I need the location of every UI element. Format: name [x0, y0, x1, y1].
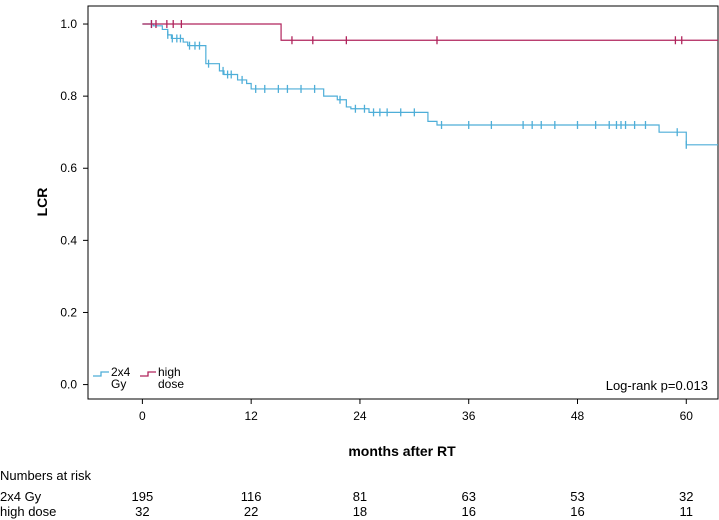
x-tick-label: 60 — [680, 409, 694, 423]
risk-value: 32 — [135, 504, 149, 519]
risk-value: 53 — [570, 489, 584, 504]
risk-value: 116 — [241, 489, 262, 504]
x-tick-label: 12 — [244, 409, 258, 423]
risk-value: 63 — [461, 489, 475, 504]
plot-frame — [87, 5, 719, 400]
y-tick-label: 0.2 — [60, 305, 77, 319]
legend-swatch — [93, 371, 109, 377]
legend-label: dose — [158, 377, 184, 391]
risk-value: 32 — [679, 489, 693, 504]
y-axis: 0.0 0.2 0.4 0.6 0.8 1.0 — [60, 17, 88, 392]
log-rank-annotation: Log-rank p=0.013 — [606, 378, 708, 393]
risk-value: 16 — [570, 504, 584, 519]
censor-marks — [150, 20, 687, 149]
legend-label: high — [158, 365, 181, 379]
survival-curves — [142, 23, 718, 146]
legend-label: Gy — [111, 377, 126, 391]
y-tick-label: 0.0 — [60, 378, 77, 392]
risk-value: 16 — [461, 504, 475, 519]
legend-swatch — [140, 371, 156, 377]
risk-value: 18 — [353, 504, 367, 519]
risk-table-title: Numbers at risk — [0, 468, 92, 483]
y-tick-label: 0.4 — [60, 233, 77, 247]
risk-value: 195 — [132, 489, 154, 504]
x-tick-label: 0 — [139, 409, 146, 423]
y-tick-label: 1.0 — [60, 17, 77, 31]
risk-table: Numbers at risk 2x4 Gy 195 116 81 63 53 32 high… — [0, 468, 694, 519]
risk-row-label: 2x4 Gy — [0, 489, 42, 504]
y-axis-title: LCR — [34, 188, 50, 217]
risk-value: 22 — [244, 504, 258, 519]
risk-value: 81 — [353, 489, 367, 504]
series-line-1 — [142, 23, 718, 41]
x-tick-label: 36 — [462, 409, 476, 423]
risk-value: 11 — [680, 504, 694, 519]
y-tick-label: 0.6 — [60, 161, 77, 175]
legend-label: 2x4 — [111, 365, 131, 379]
risk-row-label: high dose — [0, 504, 56, 519]
x-axis: 0 12 24 36 48 60 — [139, 399, 693, 423]
y-tick-label: 0.8 — [60, 89, 77, 103]
series-line-0 — [142, 23, 718, 146]
x-axis-title: months after RT — [348, 443, 456, 459]
x-tick-label: 48 — [571, 409, 585, 423]
x-tick-label: 24 — [353, 409, 367, 423]
